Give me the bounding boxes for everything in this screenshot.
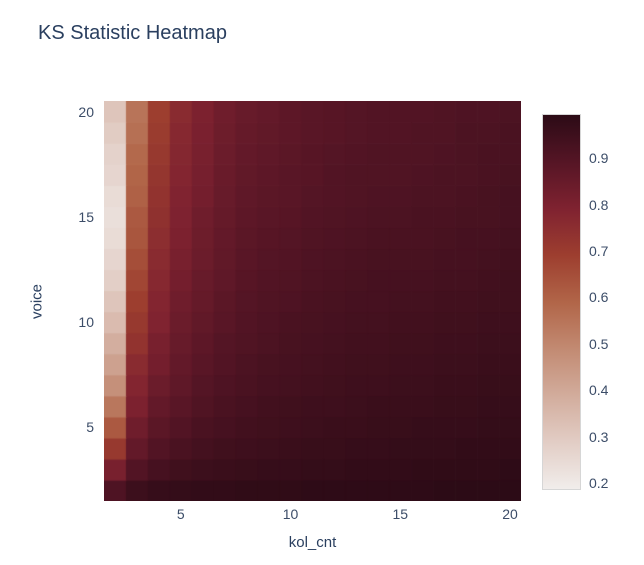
colorbar-tick-label: 0.8 [589,196,609,213]
x-axis-title: kol_cnt [288,534,337,551]
heatmap-plot-area[interactable] [104,101,521,501]
x-tick-label: 5 [176,506,185,522]
colorbar-tick-label: 0.4 [589,382,609,399]
y-tick-label: 20 [78,103,94,120]
colorbar-tick-label: 0.5 [589,335,609,352]
chart-title: KS Statistic Heatmap [38,22,227,44]
colorbar-tick-label: 0.7 [589,242,609,259]
colorbar-tick-label: 0.2 [589,475,609,492]
y-tick-label: 15 [78,208,94,225]
x-tick-label: 10 [282,506,299,522]
colorbar-tick-label: 0.9 [589,150,609,167]
colorbar-gradient [542,114,581,490]
x-tick-label: 15 [392,506,409,522]
x-tick-label: 20 [502,506,518,522]
colorbar-tick-label: 0.3 [589,428,609,445]
colorbar-tick-label: 0.6 [589,289,609,306]
y-tick-label: 5 [86,419,94,436]
y-tick-label: 10 [78,314,94,331]
y-axis-title: voice [28,283,46,320]
